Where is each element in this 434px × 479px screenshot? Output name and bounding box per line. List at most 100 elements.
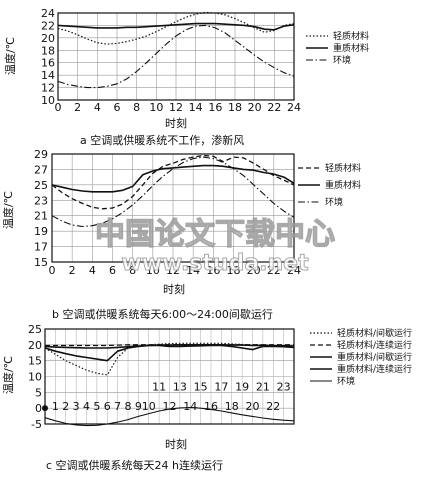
watermark-title: 中国论文下载中心 (95, 217, 335, 252)
chart-b-legend-label: 轻质材料 (325, 162, 361, 174)
chart-c-caption: c 空调或供暖系统每天24 h连续运行 (46, 458, 223, 472)
chart-c-y-tick-label: 5 (35, 386, 42, 399)
chart-c-x-tick-label-bottom: 2 (62, 400, 69, 413)
chart-b-x-tick-label: 12 (166, 264, 180, 277)
chart-c-y-tick-label: 15 (28, 355, 42, 368)
chart-c-x-tick-label-bottom: 8 (125, 400, 132, 413)
chart-a-xlabel: 时刻 (165, 116, 187, 130)
chart-a-x-tick-label: 24 (287, 101, 301, 114)
chart-c-y-tick-label: 20 (28, 339, 42, 352)
chart-c-x-ticks: 11 13 15 17 19 21 231 2 3 4 5 6 7 8 9 10 12 14 16 18 20 22 (42, 380, 291, 413)
chart-b-xlabel: 时刻 (163, 282, 185, 296)
chart-b-y-ticks: 15 17 19 21 23 25 27 29 (34, 148, 48, 269)
chart-c-x-tick-label-bottom: 3 (73, 400, 80, 413)
chart-c-x-tick-label-top: 19 (235, 380, 249, 393)
chart-c-plot-frame (44, 328, 295, 425)
chart-c-x-tick-label-top: 15 (194, 380, 208, 393)
chart-c-x-tick-label-bottom: 5 (93, 400, 100, 413)
chart-a-x-tick-label: 18 (228, 101, 242, 114)
chart-a-y-tick-label: 24 (41, 7, 55, 20)
chart-c-y-tick-label: 10 (28, 371, 42, 384)
chart-b-x-ticks: 0 2 4 6 8 10 12 14 16 18 20 22 24 (49, 264, 302, 277)
chart-b-x-tick-label: 20 (247, 264, 261, 277)
chart-c-legend-label: 环境 (337, 375, 355, 387)
chart-b-x-tick-label: 4 (89, 264, 96, 277)
chart-a-x-tick-label: 2 (74, 101, 81, 114)
chart-b-series-line-2 (51, 164, 295, 193)
chart-b-series-line-3 (51, 156, 295, 228)
chart-a-y-tick-label: 18 (41, 44, 55, 57)
chart-a-x-tick-label: 14 (189, 101, 203, 114)
chart-c-x-tick-label-bottom: 16 (204, 400, 218, 413)
chart-a-ylabel: 温度/℃ (3, 37, 17, 75)
chart-a-x-tick-label: 20 (248, 101, 262, 114)
chart-c-x-tick-label-top: 17 (214, 380, 228, 393)
chart-a-series (57, 11, 295, 89)
chart-c-origin-marker (42, 405, 48, 412)
chart-c-x-tick-label-bottom: 1 (52, 400, 59, 413)
chart-a-x-tick-label: 22 (267, 101, 281, 114)
chart-c-x-tick-label-bottom: 14 (183, 400, 197, 413)
watermark: 中国论文下载中心 www.studa.net (94, 216, 335, 276)
chart-b-x-tick-label: 18 (227, 264, 241, 277)
chart-b-x-tick-label: 14 (186, 264, 200, 277)
chart-b-x-tick-label: 24 (287, 264, 301, 277)
chart-b-legend-label: 环境 (325, 196, 343, 208)
chart-c-y-tick-label: -5 (31, 418, 42, 431)
chart-b-x-tick-label: 8 (129, 264, 136, 277)
chart-b-x-tick-label: 10 (146, 264, 160, 277)
chart-a-y-tick-label: 22 (41, 19, 55, 32)
chart-b-caption: b 空调或供暖系统每天6:00～24:00间歇运行 (52, 307, 273, 321)
chart-b-x-tick-label: 6 (109, 264, 116, 277)
chart-b-x-tick-label: 0 (49, 264, 56, 277)
chart-c-xlabel: 时刻 (165, 437, 187, 451)
chart-c-series-line-3 (44, 344, 295, 362)
chart-c-x-tick-label-top: 11 (152, 380, 166, 393)
chart-c-x-tick-label-bottom: 18 (225, 400, 239, 413)
chart-c-series-line-5 (44, 406, 295, 427)
chart-a-grid (58, 13, 294, 100)
chart-b-plot-frame (51, 153, 295, 263)
chart-c-x-tick-label-bottom: 9 (135, 400, 142, 413)
chart-c-x-tick-label-top: 23 (277, 380, 291, 393)
chart-a-y-tick-label: 14 (41, 69, 55, 82)
chart-c-x-tick-label-bottom: 12 (163, 400, 177, 413)
chart-b-y-tick-label: 23 (34, 194, 48, 207)
chart-a-x-tick-label: 10 (149, 101, 163, 114)
chart-a-y-tick-label: 16 (41, 57, 55, 70)
chart-c-series (44, 342, 295, 427)
chart-b-legend-label: 重质材料 (325, 179, 361, 191)
chart-a-series-line-2 (57, 22, 295, 31)
chart-a-legend-label: 轻质材料 (333, 30, 369, 42)
chart-a-x-tick-label: 8 (133, 101, 140, 114)
chart-c-ylabel: 温度/℃ (1, 356, 15, 394)
chart-c-x-tick-label-bottom: 10 (142, 400, 156, 413)
chart-c-x-tick-label-top: 13 (173, 380, 187, 393)
chart-b-y-tick-label: 21 (34, 210, 48, 223)
chart-a-caption: a 空调或供暖系统不工作，渗新风 (80, 133, 244, 147)
chart-a-x-tick-label: 16 (208, 101, 222, 114)
chart-b-ylabel: 温度/℃ (1, 191, 15, 229)
chart-a-plot-frame (57, 12, 295, 101)
chart-c-x-tick-label-bottom: 22 (266, 400, 280, 413)
chart-c-y-tick-label: 25 (28, 323, 42, 336)
chart-c-x-tick-label-bottom: 7 (114, 400, 121, 413)
chart-c-legend-label: 轻质材料/间歇运行 (337, 327, 412, 339)
chart-a-y-tick-label: 10 (41, 94, 55, 107)
chart-a-y-tick-label: 20 (41, 32, 55, 45)
chart-a-x-tick-label: 6 (114, 101, 121, 114)
chart-c-legend-label: 重质材料/间歇运行 (337, 351, 412, 363)
chart-b-y-tick-label: 19 (34, 225, 48, 238)
chart-a-x-tick-label: 4 (94, 101, 101, 114)
chart-b-y-tick-label: 25 (34, 179, 48, 192)
chart-c-y-ticks: -5 0 5 10 15 20 25 (28, 323, 42, 431)
chart-c-x-tick-label-bottom: 20 (246, 400, 260, 413)
chart-b-series (51, 154, 295, 228)
